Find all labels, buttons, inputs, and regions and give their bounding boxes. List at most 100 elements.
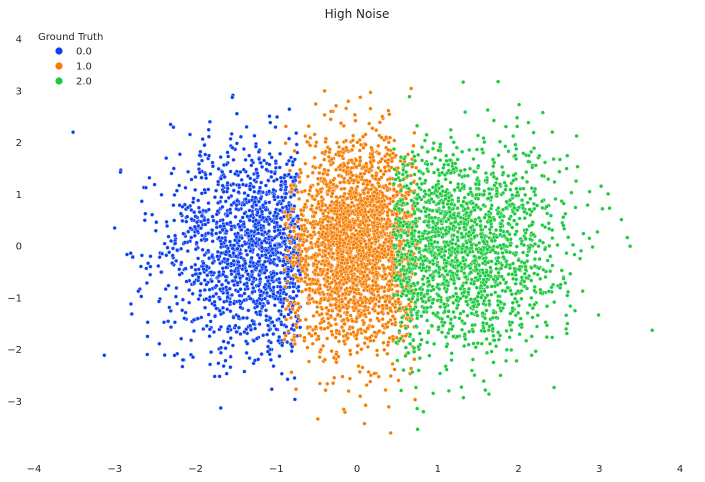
point bbox=[331, 251, 336, 256]
point bbox=[244, 183, 249, 188]
point bbox=[310, 277, 316, 282]
point bbox=[239, 177, 244, 182]
point bbox=[325, 214, 330, 219]
point bbox=[496, 330, 501, 335]
point bbox=[272, 235, 277, 241]
point bbox=[187, 300, 192, 305]
point bbox=[337, 240, 342, 245]
point bbox=[179, 336, 184, 341]
point bbox=[297, 175, 302, 180]
point bbox=[374, 283, 379, 288]
point bbox=[296, 268, 301, 273]
point bbox=[247, 153, 252, 158]
point bbox=[323, 388, 328, 393]
point bbox=[430, 219, 435, 224]
point bbox=[356, 180, 361, 185]
point bbox=[385, 343, 390, 348]
point bbox=[365, 182, 370, 187]
point bbox=[226, 340, 231, 345]
point bbox=[347, 264, 352, 269]
point bbox=[217, 273, 222, 278]
point bbox=[278, 297, 283, 302]
point bbox=[382, 289, 387, 294]
point bbox=[248, 323, 253, 328]
point bbox=[381, 224, 386, 229]
point bbox=[342, 176, 347, 181]
point bbox=[348, 170, 353, 175]
point bbox=[345, 165, 350, 170]
point bbox=[336, 294, 341, 299]
point bbox=[292, 225, 297, 230]
point bbox=[333, 302, 338, 307]
point bbox=[261, 203, 266, 208]
point bbox=[102, 353, 107, 358]
point bbox=[375, 207, 380, 213]
point bbox=[508, 243, 513, 248]
point bbox=[363, 142, 368, 147]
point bbox=[226, 195, 231, 200]
point bbox=[193, 187, 198, 192]
point bbox=[211, 218, 216, 223]
point bbox=[255, 252, 260, 257]
point bbox=[124, 252, 130, 257]
point bbox=[172, 320, 177, 325]
point bbox=[444, 153, 449, 158]
point bbox=[360, 282, 365, 287]
point bbox=[236, 325, 242, 330]
point bbox=[249, 269, 254, 274]
point bbox=[444, 344, 449, 349]
point bbox=[285, 225, 290, 230]
point bbox=[273, 159, 278, 164]
point bbox=[322, 263, 327, 268]
point bbox=[218, 312, 223, 317]
point bbox=[238, 276, 243, 281]
point bbox=[412, 345, 417, 351]
point bbox=[557, 169, 562, 174]
point bbox=[385, 210, 390, 215]
point bbox=[386, 265, 391, 270]
point bbox=[288, 315, 293, 320]
point bbox=[310, 341, 315, 346]
point bbox=[321, 225, 326, 230]
point bbox=[319, 194, 324, 200]
point bbox=[344, 106, 349, 111]
point bbox=[410, 149, 415, 155]
point bbox=[269, 387, 274, 392]
point bbox=[396, 297, 401, 302]
point bbox=[322, 88, 327, 93]
point bbox=[354, 174, 359, 179]
point bbox=[271, 292, 276, 297]
point bbox=[375, 249, 380, 254]
point bbox=[352, 220, 357, 226]
point bbox=[282, 209, 287, 215]
point bbox=[475, 133, 481, 138]
point bbox=[219, 241, 224, 247]
point bbox=[261, 215, 266, 220]
point bbox=[455, 229, 460, 234]
point bbox=[193, 174, 198, 180]
point bbox=[160, 251, 165, 256]
point bbox=[507, 216, 512, 221]
point bbox=[344, 170, 349, 175]
point bbox=[563, 211, 568, 216]
point bbox=[197, 209, 202, 215]
point bbox=[336, 173, 342, 178]
point bbox=[381, 330, 386, 335]
point bbox=[272, 243, 277, 248]
point bbox=[275, 202, 280, 207]
point bbox=[283, 124, 288, 129]
point bbox=[223, 199, 228, 204]
point bbox=[321, 292, 326, 297]
point bbox=[314, 300, 319, 305]
point bbox=[414, 246, 419, 251]
point bbox=[224, 265, 229, 270]
point bbox=[170, 261, 175, 266]
point bbox=[207, 298, 212, 303]
point bbox=[279, 312, 284, 317]
point bbox=[498, 232, 503, 237]
point bbox=[256, 149, 261, 154]
point bbox=[353, 194, 358, 199]
point bbox=[448, 127, 453, 132]
point bbox=[446, 309, 451, 314]
